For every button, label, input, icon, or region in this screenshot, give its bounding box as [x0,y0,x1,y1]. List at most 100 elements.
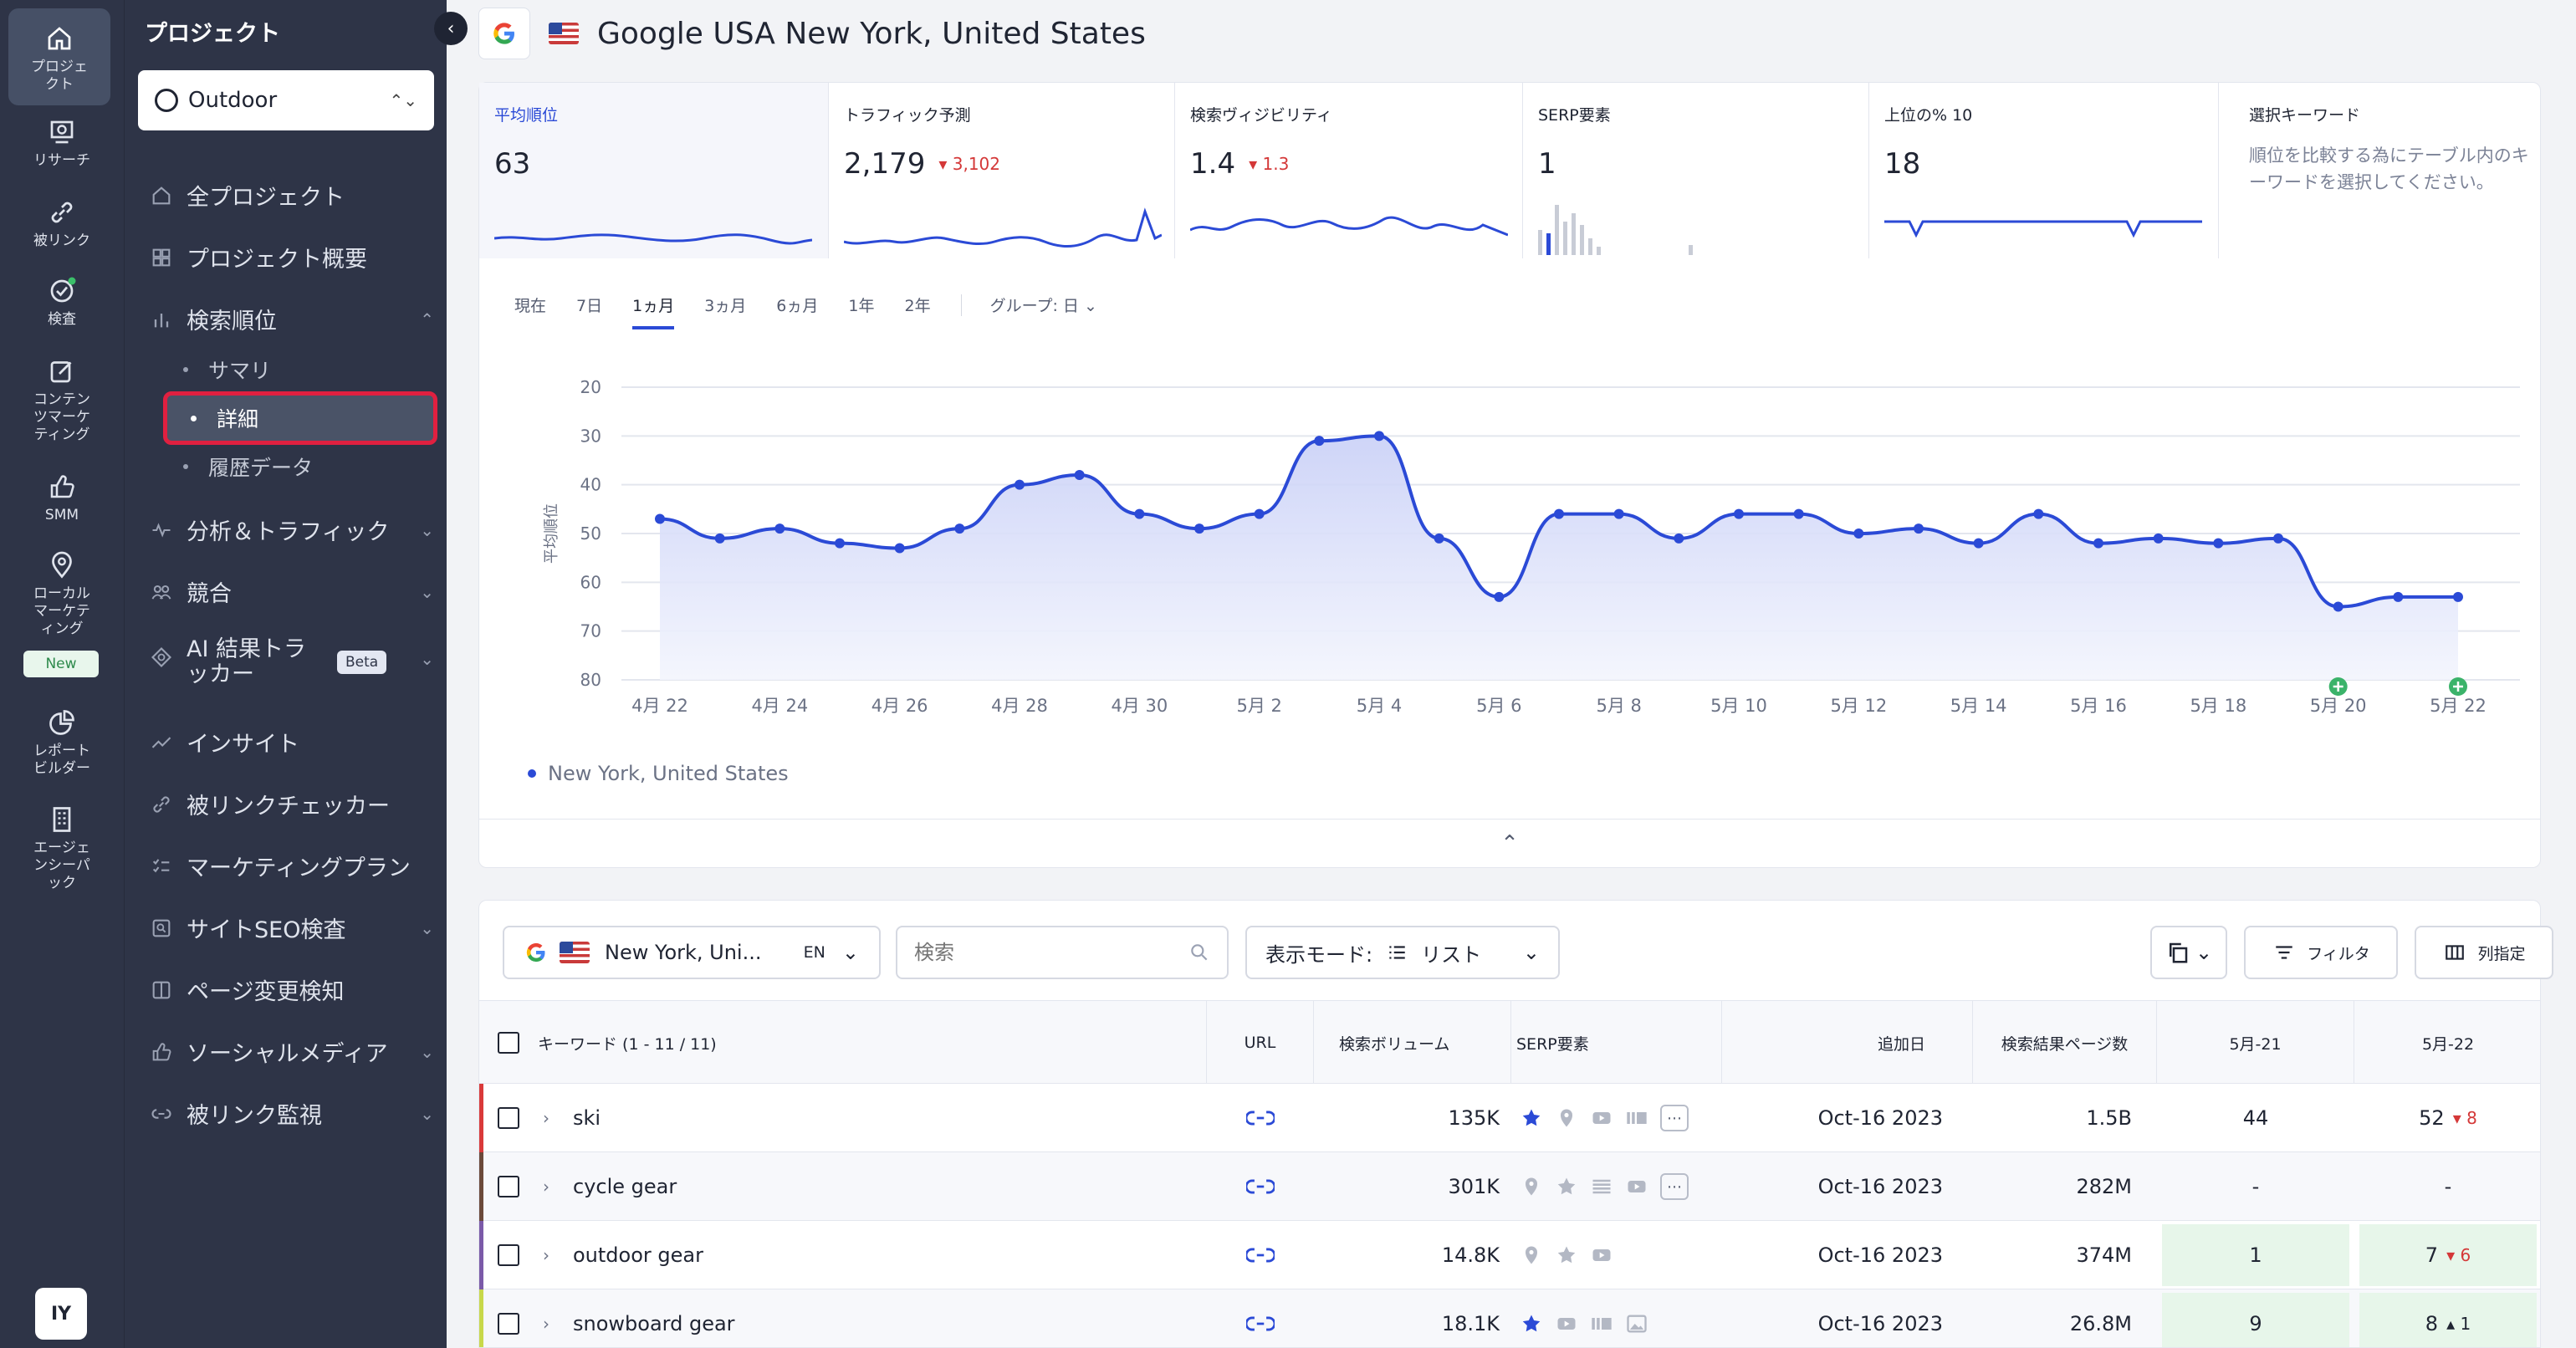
range-tab[interactable]: 7日 [576,297,603,315]
row-checkbox[interactable] [498,1176,519,1197]
nav-project-overview[interactable]: プロジェクト概要 [150,241,434,273]
more-icon[interactable]: ⋯ [1660,1173,1689,1200]
nav-backlink-monitor[interactable]: 被リンク監視 ⌄ [150,1097,434,1130]
nav-analytics-traffic[interactable]: 分析＆トラフィック ⌄ [150,513,434,546]
search-engine-select[interactable]: New York, Uni... EN ⌄ [503,926,881,979]
keyword-cell[interactable]: snowboard gear [573,1312,735,1335]
rail-item-backlinks[interactable]: 被リンク [0,197,124,250]
x-tick-label: 5月 8 [1596,696,1641,716]
range-tab[interactable]: 1年 [848,297,875,315]
table-row[interactable]: › snowboard gear 18.1K Oct-16 2023 26.8M… [479,1289,2540,1347]
search-input[interactable] [914,941,1182,964]
nav-label: プロジェクト概要 [187,247,367,273]
range-tab[interactable]: 3ヵ月 [704,297,747,315]
th-keyword[interactable]: キーワード (1 - 11 / 11) [479,1001,1207,1085]
url-cell[interactable] [1207,1152,1314,1221]
keyword-cell[interactable]: cycle gear [573,1175,677,1198]
serp-cell: ⋯ [1520,1084,1689,1152]
subnav-summary[interactable]: サマリ [183,355,271,385]
overview-card: 平均順位 63 トラフィック予測 2,179 ▾ 3,102 検索ヴィジビリティ … [478,82,2541,868]
subnav-details[interactable]: 詳細 [163,391,437,445]
data-point [1015,479,1025,490]
select-all-checkbox[interactable] [498,1032,519,1054]
nav-label: 全プロジェクト [187,185,345,211]
table-row[interactable]: › cycle gear 301K ⋯ Oct-16 2023 282M - - [479,1152,2540,1221]
metric-top10[interactable]: 上位の% 10 18 [1869,83,2219,258]
chevron-down-icon: ⌄ [2195,941,2213,964]
group-by-select[interactable]: グループ: 日 ⌄ [990,294,1097,316]
nav-all-projects[interactable]: 全プロジェクト [150,179,434,212]
th-results[interactable]: 検索結果ページ数 [1973,1001,2157,1085]
rail-item-projects[interactable]: プロジェクト [8,8,110,105]
keyword-cell[interactable]: ski [573,1106,601,1130]
view-mode-select[interactable]: 表示モード: リスト ⌄ [1245,926,1560,979]
range-tab-active[interactable]: 1ヵ月 [632,294,675,329]
rank-change-value: 6 [2460,1245,2471,1265]
url-cell[interactable] [1207,1289,1314,1347]
collapse-chart-button[interactable]: ⌃ [479,819,2540,867]
data-point [1793,508,1804,519]
copy-button[interactable]: ⌄ [2150,926,2227,979]
filter-button[interactable]: フィルタ [2244,926,2398,979]
metric-visibility[interactable]: 検索ヴィジビリティ 1.4 ▾ 1.3 [1175,83,1523,258]
collapse-sidebar-button[interactable]: ‹ [434,12,468,45]
rail-item-content[interactable]: コンテンツマーケティング [0,356,124,444]
table-row[interactable]: › ski 135K ⋯ Oct-16 2023 1.5B 44 52 ▾ 8 [479,1084,2540,1152]
th-volume[interactable]: 検索ボリューム [1314,1001,1511,1085]
volume-cell: 18.1K [1441,1312,1500,1335]
metric-avg-position[interactable]: 平均順位 63 [479,83,829,258]
nav-insights[interactable]: インサイト [150,726,434,758]
range-tab[interactable]: 現在 [514,297,547,315]
rail-item-agency[interactable]: エージェンシーパック [0,804,124,892]
metric-traffic[interactable]: トラフィック予測 2,179 ▾ 3,102 [829,83,1175,258]
rail-item-audit[interactable]: 検査 [0,276,124,329]
expand-chevron-icon[interactable]: › [543,1245,549,1265]
rail-item-research[interactable]: リサーチ [0,117,124,170]
data-point [1734,508,1744,519]
keyword-cell[interactable]: outdoor gear [573,1243,703,1267]
expand-chevron-icon[interactable]: › [543,1177,549,1197]
metric-serp-features[interactable]: SERP要素 1 [1523,83,1869,258]
nav-rank-tracking[interactable]: 検索順位 ⌃ [150,303,434,335]
url-cell[interactable] [1207,1084,1314,1152]
beta-badge: Beta [337,651,387,674]
nav-competitors[interactable]: 競合 ⌄ [150,575,434,608]
nav-marketing-plan[interactable]: マーケティングプラン [150,850,434,882]
nav-social-media[interactable]: ソーシャルメディア ⌄ [150,1035,434,1068]
url-cell[interactable] [1207,1221,1314,1289]
range-tab[interactable]: 6ヵ月 [776,297,819,315]
rail-item-local[interactable]: ローカルマーケティング [0,550,124,638]
range-tab[interactable]: 2年 [904,297,931,315]
nav-page-changes[interactable]: ページ変更検知 [150,973,434,1006]
row-checkbox[interactable] [498,1313,519,1335]
th-url[interactable]: URL [1207,1001,1314,1085]
more-icon[interactable]: ⋯ [1660,1105,1689,1131]
avatar[interactable]: IY [35,1288,87,1340]
th-serp[interactable]: SERP要素 [1511,1001,1722,1085]
row-checkbox[interactable] [498,1244,519,1266]
nav-site-audit[interactable]: サイトSEO検査 ⌄ [150,911,434,944]
data-point [1853,528,1864,539]
legend-label: New York, United States [548,762,789,785]
link-icon [1246,1248,1275,1263]
data-point [2453,591,2463,602]
nav-backlink-checker[interactable]: 被リンクチェッカー [150,788,434,820]
th-added[interactable]: 追加日 [1722,1001,1973,1085]
rail-item-smm[interactable]: SMM [0,472,124,524]
th-may21[interactable]: 5月-21 [2157,1001,2354,1085]
expand-chevron-icon[interactable]: › [543,1108,549,1128]
added-cell: Oct-16 2023 [1817,1106,1943,1130]
compare-icon [152,981,171,998]
rail-item-report-builder[interactable]: レポートビルダー [0,707,124,778]
ai-diamond-icon [151,647,171,667]
project-selector[interactable]: Outdoor ⌃⌄ [138,70,434,130]
keyword-tag-color [479,1289,483,1347]
subnav-history[interactable]: 履歴データ [183,452,313,482]
row-checkbox[interactable] [498,1107,519,1129]
nav-ai-tracker[interactable]: AI 結果トラッカー Beta ⌄ [150,637,434,687]
th-may22[interactable]: 5月-22 [2354,1001,2540,1085]
table-row[interactable]: › outdoor gear 14.8K Oct-16 2023 374M 1 … [479,1221,2540,1289]
columns-button[interactable]: 列指定 [2415,926,2553,979]
expand-chevron-icon[interactable]: › [543,1314,549,1334]
header-label: 検索結果ページ数 [2001,1034,2129,1054]
